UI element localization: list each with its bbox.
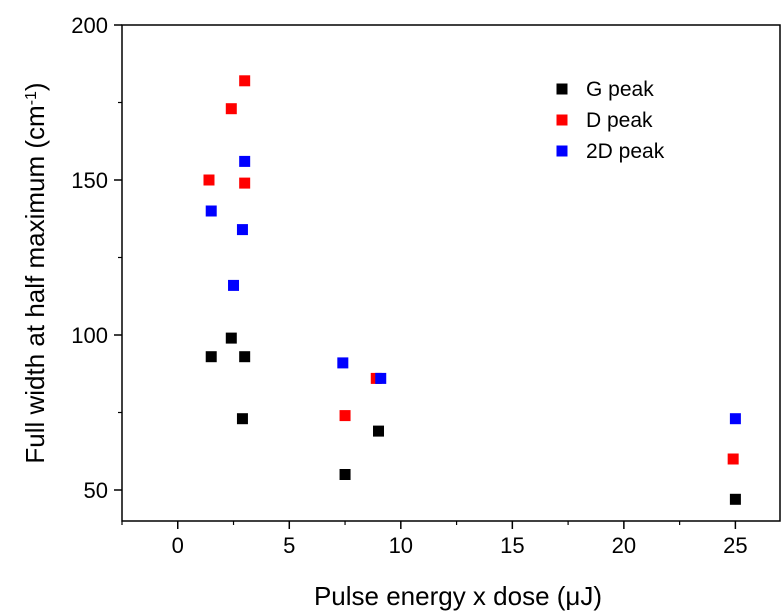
y-tick-label: 50: [84, 478, 108, 503]
y-axis-label: Full width at half maximum (cm-1): [20, 82, 50, 463]
data-point: [727, 453, 739, 465]
legend-marker: [556, 114, 568, 126]
data-point: [239, 155, 251, 167]
data-point: [205, 205, 217, 217]
data-point: [239, 177, 251, 189]
data-point: [729, 413, 741, 425]
data-point: [729, 493, 741, 505]
svg-text:Full width at half maximum (cm: Full width at half maximum (cm-1): [20, 82, 50, 463]
legend-entry: G peak: [586, 78, 654, 101]
x-tick-label: 10: [389, 533, 413, 558]
axis-ticks: 0 5 10 15 20 25 50 100 150 200: [71, 13, 747, 558]
data-point: [337, 357, 349, 369]
data-points: [203, 75, 741, 505]
series-2d-peak: [205, 155, 741, 425]
series-d-peak: [203, 75, 739, 465]
data-point: [239, 75, 251, 87]
data-point: [375, 372, 387, 384]
data-point: [225, 103, 237, 115]
legend-marker: [556, 83, 568, 95]
x-tick-label: 0: [172, 533, 184, 558]
x-tick-label: 15: [500, 533, 524, 558]
data-point: [373, 425, 385, 437]
y-tick-label: 200: [71, 13, 108, 38]
y-tick-label: 100: [71, 323, 108, 348]
data-point: [228, 279, 240, 291]
legend: G peak D peak 2D peak: [556, 78, 665, 163]
y-axis-label-main: Full width at half maximum (cm: [20, 105, 50, 463]
y-tick-label: 150: [71, 168, 108, 193]
legend-entry: 2D peak: [586, 140, 665, 163]
x-axis-label: Pulse energy x dose (μJ): [314, 581, 602, 611]
series-g-peak: [205, 332, 741, 505]
data-point: [225, 332, 237, 344]
data-point: [239, 351, 251, 363]
data-point: [203, 174, 215, 186]
data-point: [339, 469, 351, 480]
y-axis-label-close: ): [20, 82, 50, 91]
data-point: [205, 351, 217, 363]
x-tick-label: 25: [723, 533, 747, 558]
data-point: [339, 410, 351, 422]
data-point: [236, 413, 248, 425]
legend-entry: D peak: [586, 109, 653, 132]
y-axis-label-superscript: -1: [23, 91, 40, 105]
x-tick-label: 20: [612, 533, 636, 558]
legend-marker: [556, 145, 568, 157]
data-point: [236, 224, 248, 236]
x-tick-label: 5: [283, 533, 295, 558]
plot-frame: [121, 24, 781, 522]
